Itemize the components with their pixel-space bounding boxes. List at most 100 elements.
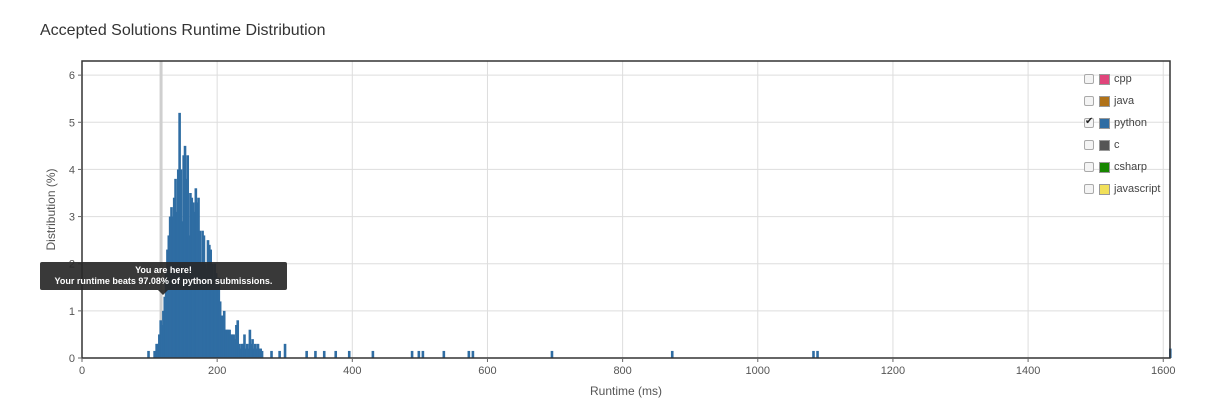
legend-item-c[interactable]: c (1084, 134, 1160, 156)
bar-python[interactable] (159, 320, 162, 358)
bar-python[interactable] (256, 343, 260, 358)
bar-python[interactable] (236, 320, 240, 358)
bar-python[interactable] (471, 350, 475, 358)
bar-python[interactable] (314, 350, 317, 358)
bar-python[interactable] (260, 350, 264, 358)
bar-python[interactable] (212, 282, 215, 358)
bar-python[interactable] (270, 350, 273, 358)
bar-python[interactable] (812, 350, 815, 358)
bar-python[interactable] (278, 350, 281, 358)
legend-item-cpp[interactable]: cpp (1084, 68, 1160, 90)
bar-python[interactable] (550, 350, 554, 358)
bar-python[interactable] (224, 329, 227, 358)
bar-python[interactable] (187, 235, 191, 358)
bar-python[interactable] (410, 350, 414, 358)
legend-checkbox-java[interactable] (1084, 96, 1094, 106)
legend-checkbox-csharp[interactable] (1084, 162, 1094, 172)
x-axis-ticks: 0 200 400 600 800 1000 1200 1400 1600 (79, 358, 1175, 377)
bar-python[interactable] (249, 343, 253, 358)
bar-python[interactable] (147, 350, 150, 358)
bar-python[interactable] (283, 343, 287, 358)
bar-python[interactable] (421, 350, 425, 358)
bar-python[interactable] (232, 334, 235, 358)
bar-python[interactable] (258, 348, 261, 358)
bar-python[interactable] (162, 310, 165, 358)
bar-python[interactable] (251, 339, 254, 358)
bar-python[interactable] (228, 329, 231, 358)
bar-python[interactable] (206, 240, 210, 358)
bar-python[interactable] (214, 273, 218, 358)
bar-python[interactable] (305, 350, 308, 358)
bar-python[interactable] (205, 268, 208, 358)
bar-python[interactable] (202, 235, 206, 358)
bar-python[interactable] (183, 145, 187, 358)
bar-python[interactable] (240, 343, 244, 358)
legend-checkbox-python[interactable] (1084, 116, 1094, 128)
bar-python[interactable] (334, 350, 338, 358)
bar-python[interactable] (217, 277, 221, 358)
y-tick-label: 1 (69, 306, 75, 318)
bar-python[interactable] (209, 249, 212, 358)
bar-python[interactable] (153, 350, 156, 358)
bar-python[interactable] (233, 339, 237, 358)
bar-python[interactable] (245, 343, 249, 358)
bar-python[interactable] (158, 334, 161, 358)
bar-python[interactable] (237, 343, 241, 358)
legend-checkbox-c[interactable] (1084, 140, 1094, 150)
bar-python[interactable] (248, 329, 252, 358)
legend-checkbox-cpp[interactable] (1084, 74, 1094, 84)
bar-python[interactable] (182, 155, 185, 358)
bar-python[interactable] (213, 263, 217, 358)
bar-python[interactable] (816, 350, 819, 358)
bar-python[interactable] (167, 235, 171, 358)
bar-python[interactable] (670, 350, 674, 358)
bar-python[interactable] (244, 348, 248, 358)
bar-python[interactable] (226, 329, 230, 358)
bar-python[interactable] (255, 348, 258, 358)
bar-python[interactable] (218, 301, 222, 358)
bar-python[interactable] (216, 287, 219, 358)
legend-item-java[interactable]: java (1084, 90, 1160, 112)
bar-python[interactable] (235, 325, 238, 358)
bar-python[interactable] (371, 350, 375, 358)
bar-python[interactable] (198, 230, 202, 358)
bar-python[interactable] (210, 263, 214, 358)
bar-python[interactable] (155, 343, 158, 358)
bar-python[interactable] (467, 350, 471, 358)
bar-python[interactable] (208, 244, 211, 358)
bar-python[interactable] (164, 273, 168, 358)
bar-python[interactable] (221, 315, 225, 358)
bar-python[interactable] (243, 334, 246, 358)
legend-item-csharp[interactable]: csharp (1084, 156, 1160, 178)
bar-python[interactable] (252, 348, 256, 358)
bar-python[interactable] (259, 348, 263, 358)
bar-python[interactable] (220, 315, 223, 358)
bar-python[interactable] (178, 112, 181, 358)
bar-python[interactable] (231, 334, 234, 358)
bar-python[interactable] (222, 310, 226, 358)
x-tick-label: 1000 (746, 365, 770, 377)
bar-python[interactable] (201, 230, 204, 358)
bar-python[interactable] (229, 334, 233, 358)
bar-python[interactable] (199, 263, 203, 358)
x-tick-label: 0 (79, 365, 85, 377)
bar-python[interactable] (253, 343, 257, 358)
bar-python[interactable] (247, 348, 250, 358)
bar-python[interactable] (203, 263, 207, 358)
bar-python[interactable] (156, 343, 160, 358)
bar-python[interactable] (442, 350, 446, 358)
bar-python[interactable] (241, 343, 245, 358)
legend-item-javascript[interactable]: javascript (1084, 178, 1160, 200)
bar-python[interactable] (160, 325, 164, 358)
legend-checkbox-javascript[interactable] (1084, 184, 1094, 194)
bar-python[interactable] (347, 350, 351, 358)
bar-python[interactable] (166, 249, 169, 358)
bar-python[interactable] (225, 329, 229, 358)
bar-python[interactable] (186, 155, 190, 358)
bar-python[interactable] (163, 296, 167, 358)
bar-python[interactable] (322, 350, 326, 358)
y-tick-label: 0 (69, 353, 75, 365)
legend-item-python[interactable]: python (1084, 112, 1160, 134)
bar-python[interactable] (239, 348, 242, 358)
bar-python[interactable] (417, 350, 421, 358)
